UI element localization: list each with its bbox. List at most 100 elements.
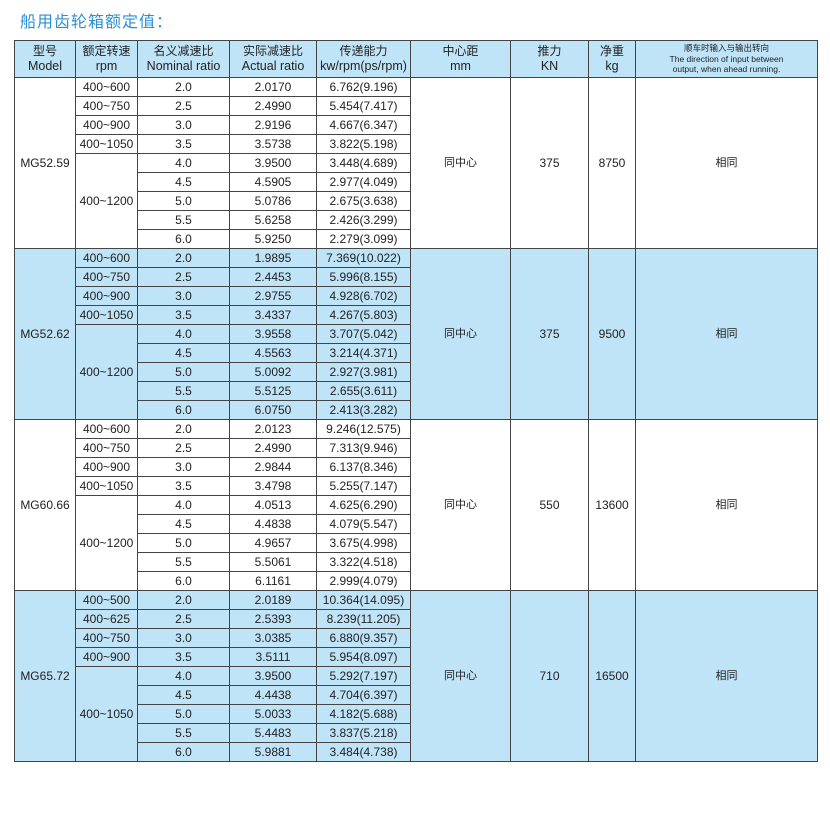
header-actual-cn: 实际减速比 [242,44,303,58]
actual-ratio-cell: 3.5738 [229,134,317,154]
rpm-cell: 400~600 [75,419,138,439]
actual-ratio-cell: 2.0189 [229,590,317,610]
weight-cell: 13600 [588,419,636,591]
rpm-cell: 400~1200 [75,324,138,420]
rpm-cell: 400~600 [75,248,138,268]
nominal-ratio-cell: 3.0 [137,115,230,135]
header-row: 型号 Model 额定转速 rpm 名义减速比 Nominal ratio 实际减速比… [14,40,818,78]
thrust-cell: 710 [510,590,589,762]
nominal-ratio-cell: 3.5 [137,134,230,154]
actual-ratio-cell: 6.0750 [229,400,317,420]
nominal-ratio-cell: 4.0 [137,666,230,686]
actual-ratio-cell: 3.4798 [229,476,317,496]
table-row: 5.0 5.0786 2.675(3.638) [15,191,818,211]
rpm-cell: 400~750 [75,438,138,458]
actual-ratio-cell: 5.5125 [229,381,317,401]
rpm-cell: 400~750 [75,267,138,287]
rpm-cell: 400~1200 [75,153,138,249]
power-cell: 4.625(6.290) [316,495,411,515]
table-row: 5.0 5.0092 2.927(3.981) [15,362,818,382]
power-cell: 3.707(5.042) [316,324,411,344]
header-weight: 净重 kg [588,40,636,78]
header-power-en: kw/rpm(ps/rpm) [320,59,407,73]
actual-ratio-cell: 5.0786 [229,191,317,211]
nominal-ratio-cell: 2.5 [137,267,230,287]
power-cell: 5.954(8.097) [316,647,411,667]
rpm-cell: 400~600 [75,77,138,97]
actual-ratio-cell: 2.4453 [229,267,317,287]
power-cell: 6.137(8.346) [316,457,411,477]
nominal-ratio-cell: 6.0 [137,571,230,591]
nominal-ratio-cell: 4.0 [137,495,230,515]
table-row: 5.0 5.0033 4.182(5.688) [15,704,818,724]
center-distance-cell: 同中心 [410,590,511,762]
header-direction: 顺车时输入与输出转向 The direction of input between… [635,40,818,78]
header-power: 传递能力 kw/rpm(ps/rpm) [316,40,411,78]
nominal-ratio-cell: 3.0 [137,457,230,477]
actual-ratio-cell: 3.5111 [229,647,317,667]
header-power-cn: 传递能力 [339,44,388,58]
power-cell: 6.762(9.196) [316,77,411,97]
actual-ratio-cell: 4.5563 [229,343,317,363]
rpm-cell: 400~1050 [75,305,138,325]
header-model: 型号 Model [14,40,76,78]
power-cell: 2.279(3.099) [316,229,411,249]
power-cell: 5.454(7.417) [316,96,411,116]
header-nominal-cn: 名义减速比 [153,44,214,58]
nominal-ratio-cell: 6.0 [137,400,230,420]
rpm-cell: 400~500 [75,590,138,610]
center-distance-cell: 同中心 [410,248,511,420]
nominal-ratio-cell: 2.0 [137,590,230,610]
direction-cell: 相同 [635,590,818,762]
nominal-ratio-cell: 3.5 [137,305,230,325]
power-cell: 3.322(4.518) [316,552,411,572]
table-row: MG52.62 400~600 2.0 1.9895 7.369(10.022) 同中心 3… [14,248,818,420]
actual-ratio-cell: 1.9895 [229,248,317,268]
nominal-ratio-cell: 5.5 [137,210,230,230]
table-row: 5.5 5.5125 2.655(3.611) [15,381,818,401]
nominal-ratio-cell: 4.5 [137,343,230,363]
model-cell: MG52.62 [14,248,76,420]
header-model-en: Model [27,59,63,73]
actual-ratio-cell: 2.0123 [229,419,317,439]
table-row: MG52.59 400~600 2.0 2.0170 6.762(9.196) 同中心 37… [14,77,818,249]
power-cell: 6.880(9.357) [316,628,411,648]
power-cell: 5.255(7.147) [316,476,411,496]
nominal-ratio-cell: 3.0 [137,286,230,306]
thrust-cell: 375 [510,77,589,249]
header-actual: 实际减速比 Actual ratio [229,40,317,78]
table-row: MG60.66 400~600 2.0 2.0123 9.246(12.575) 同中心 5… [14,419,818,591]
nominal-ratio-cell: 2.5 [137,96,230,116]
power-cell: 3.675(4.998) [316,533,411,553]
table-row: 6.0 6.0750 2.413(3.282) [15,400,818,420]
power-cell: 3.448(4.689) [316,153,411,173]
nominal-ratio-cell: 2.5 [137,609,230,629]
table-row: 400~1200 4.0 3.9500 3.448(4.689) [15,153,818,249]
power-cell: 2.999(4.079) [316,571,411,591]
power-cell: 5.292(7.197) [316,666,411,686]
direction-cell: 相同 [635,77,818,249]
nominal-ratio-cell: 2.0 [137,419,230,439]
power-cell: 2.655(3.611) [316,381,411,401]
nominal-ratio-cell: 6.0 [137,229,230,249]
power-cell: 3.837(5.218) [316,723,411,743]
power-cell: 3.484(4.738) [316,742,411,762]
table-row: 400~900 3.0 2.9844 6.137(8.346) [15,457,818,477]
power-cell: 2.413(3.282) [316,400,411,420]
table-row: 6.0 5.9881 3.484(4.738) [15,742,818,762]
rpm-cell: 400~625 [75,609,138,629]
direction-cell: 相同 [635,248,818,420]
nominal-ratio-cell: 4.5 [137,514,230,534]
actual-ratio-cell: 3.9558 [229,324,317,344]
actual-ratio-cell: 3.9500 [229,666,317,686]
nominal-ratio-cell: 2.5 [137,438,230,458]
power-cell: 8.239(11.205) [316,609,411,629]
nominal-ratio-cell: 5.5 [137,552,230,572]
actual-ratio-cell: 4.4438 [229,685,317,705]
center-distance-cell: 同中心 [410,419,511,591]
actual-ratio-cell: 5.4483 [229,723,317,743]
rpm-cell: 400~1050 [75,666,138,762]
actual-ratio-cell: 5.6258 [229,210,317,230]
rpm-cell: 400~1050 [75,134,138,154]
header-model-cn: 型号 [32,44,57,58]
